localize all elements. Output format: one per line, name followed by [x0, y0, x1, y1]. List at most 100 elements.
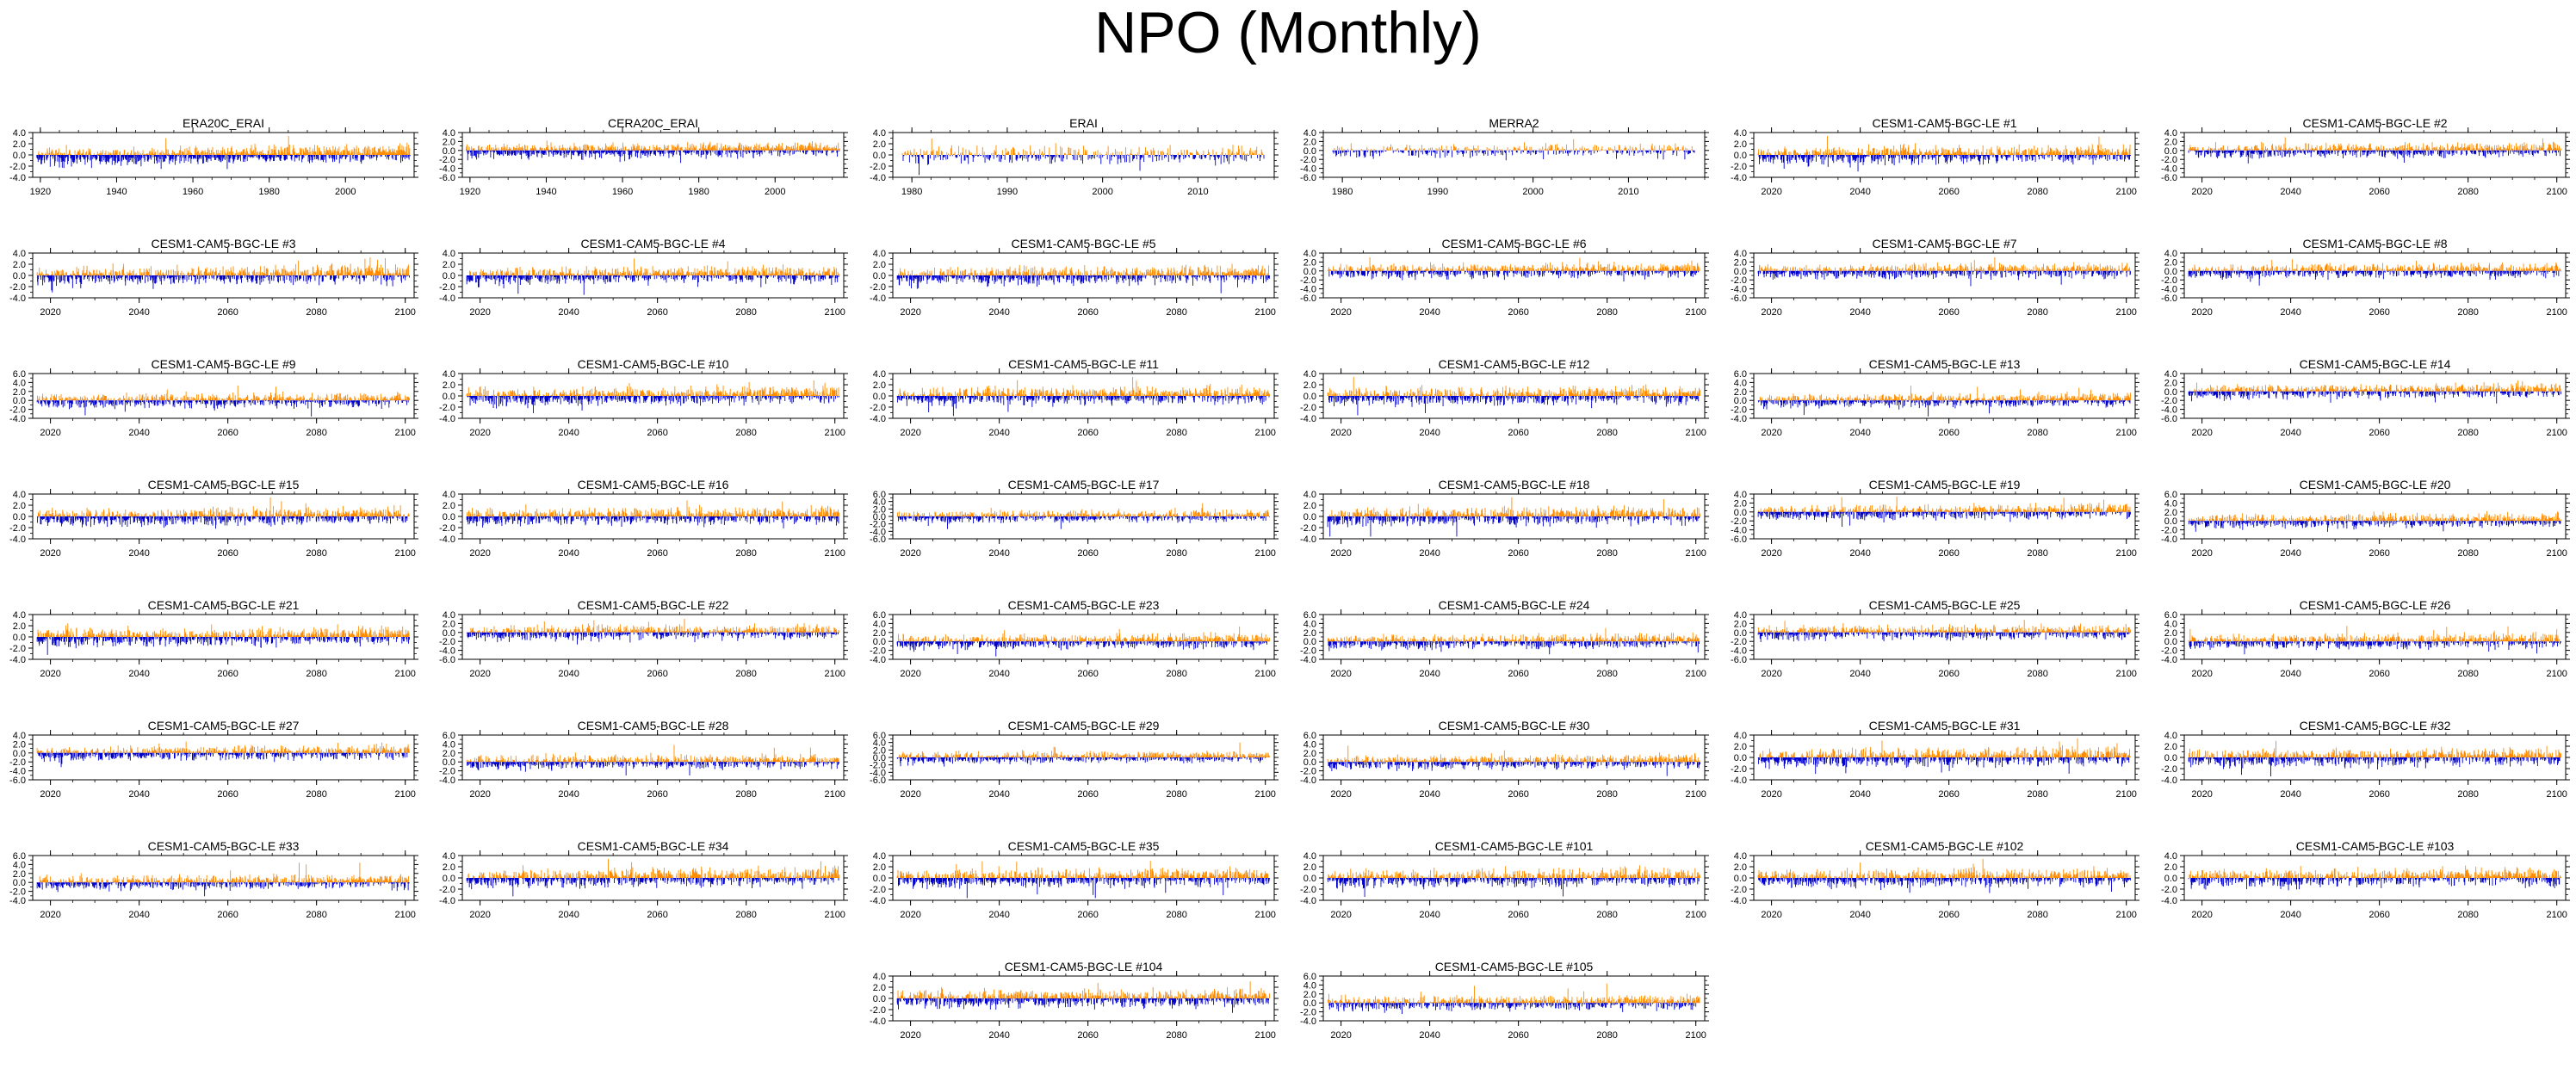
y-tick-label: 2.0: [443, 619, 455, 629]
x-tick-label: 2020: [1330, 789, 1351, 800]
positive-bars: [897, 626, 1270, 642]
negative-bar-series: [1327, 516, 1700, 537]
x-tick-label: 2080: [2027, 548, 2047, 559]
x-tick-label: 2080: [1166, 669, 1186, 679]
figure-title: NPO (Monthly): [1094, 0, 1482, 65]
positive-bar-series: [37, 623, 410, 637]
negative-bars: [2188, 521, 2561, 532]
y-tick-label: 0.0: [873, 151, 886, 161]
x-tick-label: 2100: [1254, 1030, 1275, 1041]
y-tick-label: -4.0: [2161, 164, 2177, 175]
x-tick-label: 2060: [1077, 669, 1098, 679]
x-tick-label: 2020: [1761, 307, 1781, 318]
positive-bars: [1328, 983, 1700, 1004]
panel-title: CESM1-CAM5-BGC-LE #101: [1435, 839, 1594, 853]
negative-bars: [37, 275, 410, 293]
plot-frame: [1322, 614, 1706, 660]
y-tick-label: 2.0: [443, 862, 455, 873]
positive-bars: [2188, 626, 2561, 642]
y-tick-label: -4.0: [9, 294, 26, 304]
y-tick-label: 0.0: [443, 757, 455, 768]
x-tick-label: 2020: [2191, 910, 2212, 920]
chart-panel: CERA20C_ERAI -6.0-4.0-2.00.02.04.0 1920 194…: [439, 116, 848, 197]
y-tick-label: -4.0: [9, 655, 26, 665]
x-tick-label: 2100: [394, 428, 415, 438]
x-tick-label: 2100: [394, 669, 415, 679]
positive-bars: [2189, 380, 2561, 392]
positive-bars: [1758, 497, 2131, 512]
y-tick-label: -4.0: [1300, 534, 1316, 545]
y-tick-label: -2.0: [439, 155, 455, 165]
chart-panel: CESM1-CAM5-BGC-LE #29 -6.0-4.0-2.00.02.04…: [870, 719, 1279, 800]
panel-title: ERAI: [1069, 116, 1098, 130]
negative-bars: [1327, 1003, 1697, 1014]
y-tick-label: -2.0: [9, 757, 26, 768]
chart-panel: CESM1-CAM5-BGC-LE #3 -4.0-2.00.02.04.0 202…: [9, 237, 418, 318]
negative-bar-series: [2188, 150, 2561, 164]
x-tick-label: 2060: [217, 548, 238, 559]
panel-title: CESM1-CAM5-BGC-LE #27: [148, 719, 300, 732]
y-tick-label: 0.0: [1303, 512, 1316, 522]
positive-bar-series: [1757, 858, 2131, 878]
positive-bar-series: [1327, 745, 1700, 763]
y-tick-label: 4.0: [873, 619, 886, 629]
x-tick-label: 2100: [1685, 789, 1706, 800]
y-tick-label: 2.0: [443, 749, 455, 759]
positive-bar-series: [36, 256, 410, 275]
y-tick-label: 0.0: [1303, 757, 1316, 768]
x-tick-label: 2020: [469, 910, 490, 920]
y-tick-label: 0.0: [873, 994, 886, 1004]
positive-bar-series: [1327, 257, 1700, 271]
y-tick-label: -2.0: [870, 1005, 886, 1016]
x-tick-label: 2080: [1596, 307, 1617, 318]
x-tick-label: 2060: [1077, 789, 1098, 800]
x-tick-label: 2040: [558, 548, 579, 559]
y-tick-label: 0.0: [1734, 151, 1747, 161]
negative-bar-series: [1327, 878, 1700, 897]
y-tick-label: 4.0: [1303, 490, 1316, 500]
plot-frame: [1322, 734, 1706, 781]
y-tick-label: 0.0: [873, 512, 886, 522]
y-tick-label: -4.0: [870, 294, 886, 304]
y-tick-label: -2.0: [1731, 885, 1747, 895]
negative-bars: [466, 878, 839, 897]
positive-bar-series: [465, 140, 840, 151]
y-tick-label: -2.0: [9, 887, 26, 898]
positive-bars: [466, 380, 839, 396]
x-tick-label: 2020: [469, 548, 490, 559]
y-tick-label: 2.0: [873, 139, 886, 150]
plot-frame: [1753, 614, 2136, 660]
panel-title: CESM1-CAM5-BGC-LE #24: [1439, 598, 1590, 612]
y-tick-label: 0.0: [13, 396, 26, 406]
panel-title: CESM1-CAM5-BGC-LE #13: [1869, 357, 2021, 371]
negative-bar-series: [896, 641, 1267, 657]
x-tick-label: 2100: [394, 307, 415, 318]
plot-frame: [1753, 252, 2136, 299]
x-tick-label: 2020: [900, 789, 920, 800]
x-tick-label: 2020: [900, 910, 920, 920]
negative-bar-series: [466, 878, 839, 897]
y-tick-label: -4.0: [9, 173, 26, 183]
x-tick-label: 2060: [647, 910, 667, 920]
x-tick-label: 2100: [2115, 910, 2136, 920]
panel-title: CESM1-CAM5-BGC-LE #30: [1439, 719, 1590, 732]
y-tick-label: 6.0: [13, 369, 26, 380]
x-tick-label: 2040: [128, 789, 149, 800]
x-tick-label: 2100: [1685, 1030, 1706, 1041]
y-tick-label: -4.0: [1731, 285, 1747, 295]
x-tick-label: 2040: [2280, 789, 2300, 800]
positive-bar-series: [2189, 740, 2561, 757]
x-tick-label: 2080: [1166, 307, 1186, 318]
positive-bars: [1327, 257, 1700, 271]
y-tick-label: 0.0: [1303, 998, 1316, 1009]
negative-bar-series: [896, 275, 1270, 294]
y-tick-label: 4.0: [1303, 369, 1316, 380]
x-tick-label: 2060: [1077, 1030, 1098, 1041]
x-tick-label: 2020: [1330, 669, 1351, 679]
negative-bar-series: [902, 155, 1265, 176]
panel-title: CESM1-CAM5-BGC-LE #21: [148, 598, 300, 612]
negative-bars: [896, 396, 1270, 417]
x-tick-label: 2100: [824, 789, 845, 800]
panel-title: CESM1-CAM5-BGC-LE #25: [1869, 598, 2021, 612]
chart-panel: CESM1-CAM5-BGC-LE #6 -6.0-4.0-2.00.02.04.…: [1300, 237, 1709, 318]
